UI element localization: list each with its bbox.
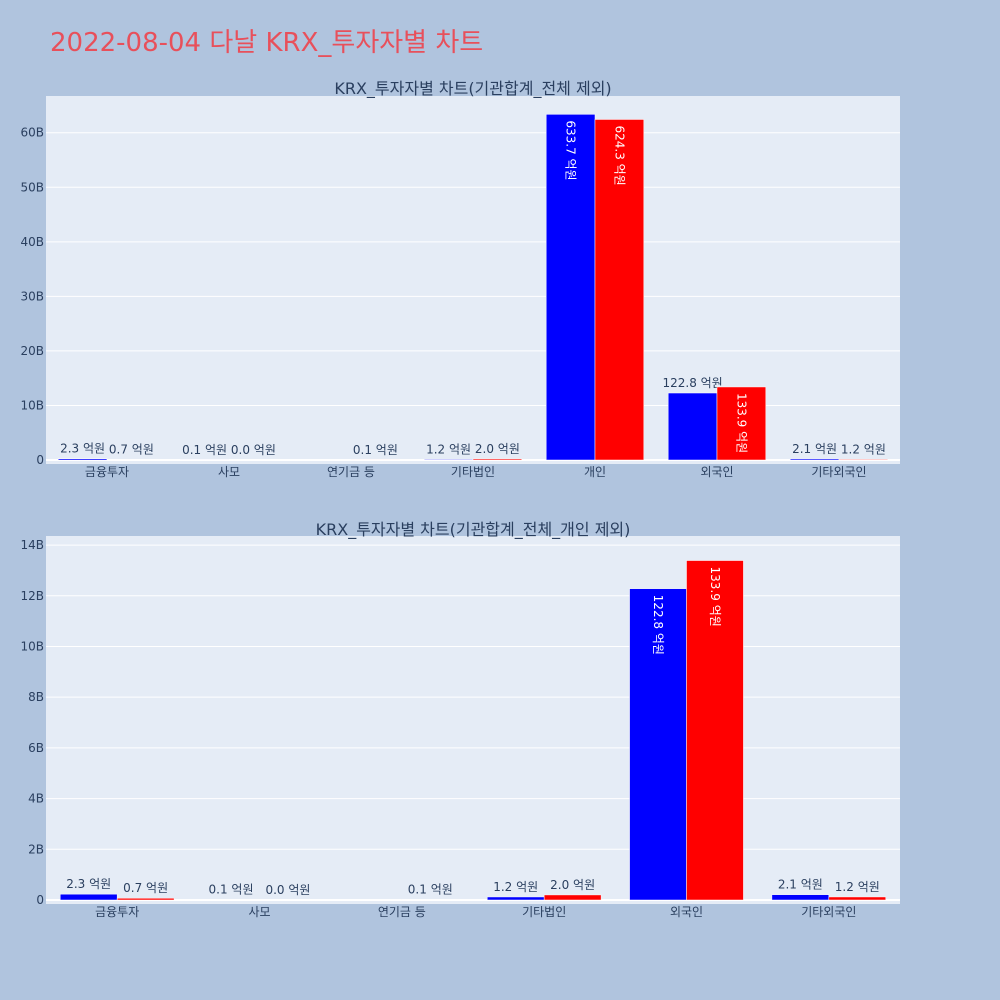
x-tick-label: 금융투자	[95, 905, 139, 919]
bar-data-label: 0.7 억원	[109, 443, 154, 457]
bar	[686, 560, 744, 901]
plot-background	[46, 96, 900, 464]
x-tick-label: 사모	[218, 465, 240, 479]
bar-data-label: 1.2 억원	[835, 880, 880, 894]
bar	[629, 588, 687, 901]
y-tick-label: 40B	[20, 235, 44, 249]
x-tick-label: 금융투자	[85, 465, 129, 479]
bar	[594, 119, 645, 461]
bar-data-label: 2.0 억원	[550, 878, 595, 892]
y-tick-label: 8B	[28, 690, 44, 704]
y-tick-label: 60B	[20, 126, 44, 140]
bar-data-label: 1.2 억원	[426, 442, 471, 456]
chart-2: 0 2B 4B 6B 8B 10B 12B 14B KRX_투자자별 차트(기관합계_전체_개인…	[20, 520, 900, 919]
bar	[543, 894, 602, 901]
bar	[486, 896, 545, 901]
y-tick-label: 6B	[28, 741, 44, 755]
y-tick-label: 10B	[20, 398, 44, 412]
x-tick-label: 연기금 등	[327, 465, 375, 479]
bar	[472, 458, 523, 461]
bar-data-label: 624.3 억원	[612, 125, 626, 185]
bar-data-label: 0.1 억원	[209, 883, 254, 897]
bar	[423, 459, 474, 461]
bar	[59, 893, 118, 901]
bar-data-label: 0.7 억원	[123, 881, 168, 895]
bar-data-label: 1.2 억원	[841, 442, 886, 456]
y-tick-label: 50B	[20, 180, 44, 194]
bar-data-label: 122.8 억원	[651, 595, 665, 655]
bar-data-label: 2.3 억원	[66, 877, 111, 891]
bar	[545, 114, 596, 461]
x-tick-label: 기타외국인	[811, 465, 866, 479]
chart-title: KRX_투자자별 차트(기관합계_전체 제외)	[334, 79, 611, 99]
y-tick-label: 30B	[20, 289, 44, 303]
bar-data-label: 0.0 억원	[231, 443, 276, 457]
bar	[838, 459, 889, 461]
bar	[716, 386, 767, 461]
bar-data-label: 0.0 억원	[265, 883, 310, 897]
chart-1: 0 10B 20B 30B 40B 50B 60B KRX_투자자별 차트(기관합계_전체 제…	[20, 79, 900, 479]
bar-data-label: 2.1 억원	[778, 878, 823, 892]
bar-data-label: 1.2 억원	[493, 880, 538, 894]
chart-title: KRX_투자자별 차트(기관합계_전체_개인 제외)	[316, 520, 631, 540]
bar-data-label: 2.0 억원	[475, 442, 520, 456]
bar	[667, 392, 718, 461]
bar-data-label: 0.1 억원	[182, 443, 227, 457]
x-tick-label: 개인	[584, 465, 606, 479]
bar-data-label: 133.9 억원	[708, 567, 722, 627]
x-tick-label: 기타외국인	[801, 905, 856, 919]
bar	[116, 897, 175, 901]
y-tick-label: 14B	[20, 538, 44, 552]
plot-background	[46, 536, 900, 904]
bar-data-label: 133.9 억원	[734, 393, 748, 453]
x-tick-label: 기타법인	[522, 905, 566, 919]
bar-data-label: 2.1 억원	[792, 442, 837, 456]
bar	[828, 896, 887, 901]
y-tick-label: 20B	[20, 344, 44, 358]
bar	[789, 458, 840, 461]
bar	[771, 894, 830, 901]
bar-data-label: 122.8 억원	[662, 376, 722, 390]
x-tick-label: 기타법인	[451, 465, 495, 479]
page-title: 2022-08-04 다날 KRX_투자자별 차트	[50, 28, 484, 58]
bar	[57, 458, 108, 461]
y-tick-label: 0	[36, 453, 44, 467]
x-tick-label: 외국인	[700, 465, 733, 479]
y-tick-label: 4B	[28, 792, 44, 806]
y-tick-label: 2B	[28, 842, 44, 856]
x-tick-label: 사모	[248, 905, 270, 919]
x-tick-label: 연기금 등	[378, 905, 426, 919]
bar-data-label: 0.1 억원	[353, 443, 398, 457]
x-tick-label: 외국인	[670, 905, 703, 919]
y-tick-label: 12B	[20, 589, 44, 603]
y-tick-label: 10B	[20, 639, 44, 653]
bar-data-label: 633.7 억원	[564, 120, 578, 180]
y-tick-label: 0	[36, 893, 44, 907]
bar-data-label: 0.1 억원	[408, 883, 453, 897]
bar-data-label: 2.3 억원	[60, 442, 105, 456]
